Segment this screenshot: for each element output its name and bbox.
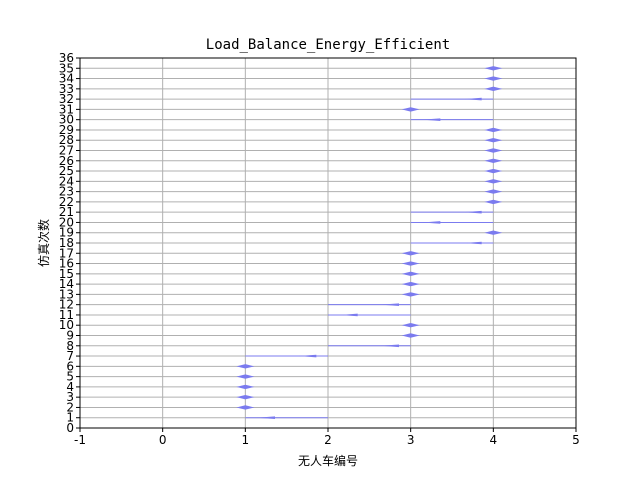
data-point-marker (484, 148, 503, 153)
y-tick-label: 3 (66, 390, 74, 404)
y-tick-label: 28 (59, 133, 74, 147)
data-point-marker (484, 189, 503, 194)
y-tick-label: 18 (59, 236, 74, 250)
y-tick-label: 36 (59, 51, 74, 65)
transition-marker (298, 354, 317, 358)
y-tick-label: 32 (59, 92, 74, 106)
y-tick-label: 26 (59, 154, 74, 168)
data-point-marker (401, 281, 420, 287)
y-tick-label: 27 (59, 144, 74, 158)
data-point-marker (484, 199, 503, 205)
y-tick-label: 22 (59, 195, 74, 209)
transition-marker (381, 344, 399, 348)
data-point-marker (484, 179, 503, 184)
y-tick-label: 10 (59, 318, 74, 332)
y-tick-label: 17 (59, 246, 74, 260)
y-tick-label: 5 (66, 370, 74, 384)
grid-layer (79, 57, 577, 429)
transition-marker (257, 416, 275, 420)
transition-marker (463, 97, 482, 101)
x-tick-label: 5 (572, 433, 580, 447)
y-tick-label: 30 (59, 113, 74, 127)
x-axis-label: 无人车编号 (298, 453, 358, 468)
y-tick-label: 6 (66, 359, 74, 373)
data-point-marker (236, 384, 255, 390)
y-tick-label: 31 (59, 102, 74, 116)
chart-title: Load_Balance_Energy_Efficient (206, 37, 450, 53)
y-tick-label: 9 (66, 329, 74, 343)
transition-marker (339, 313, 358, 317)
data-point-marker (401, 292, 420, 297)
transition-marker (422, 118, 441, 121)
y-tick-label: 33 (59, 82, 74, 96)
y-tick-label: 14 (59, 277, 74, 291)
x-tick-label: 0 (159, 433, 167, 447)
data-point-marker (401, 251, 420, 256)
data-point-marker (401, 107, 420, 112)
transition-marker (463, 210, 482, 214)
data-point-marker (484, 127, 503, 133)
data-point-marker (401, 323, 420, 328)
data-point-marker (484, 138, 503, 143)
y-tick-label: 23 (59, 185, 74, 199)
y-tick-label: 21 (59, 205, 74, 219)
data-point-marker (401, 333, 420, 338)
x-tick-label: 3 (407, 433, 415, 447)
y-tick-label: 29 (59, 123, 74, 137)
y-tick-label: 1 (66, 411, 74, 425)
y-tick-label: 0 (66, 421, 74, 435)
data-point-marker (401, 261, 420, 266)
data-point-marker (484, 76, 503, 81)
y-tick-label: 35 (59, 61, 74, 75)
y-tick-label: 20 (59, 215, 74, 229)
y-tick-label: 24 (59, 174, 74, 188)
transition-marker (463, 241, 482, 245)
y-tick-label: 25 (59, 164, 74, 178)
data-point-marker (236, 405, 255, 410)
transition-marker (422, 221, 441, 224)
transition-marker (381, 303, 399, 306)
data-point-marker (484, 66, 503, 71)
y-tick-label: 34 (59, 72, 74, 86)
data-point-marker (236, 364, 255, 369)
data-point-marker (236, 374, 255, 379)
x-tick-label: 4 (490, 433, 498, 447)
y-axis-label: 仿真次数 (36, 219, 51, 267)
marks-layer (236, 66, 503, 420)
y-tick-label: 7 (66, 349, 74, 363)
y-tick-label: 4 (66, 380, 74, 394)
y-tick-label: 13 (59, 287, 74, 301)
y-tick-label: 15 (59, 267, 74, 281)
data-point-marker (401, 271, 420, 277)
data-point-marker (484, 158, 503, 163)
y-tick-label: 8 (66, 339, 74, 353)
x-tick-label: 1 (242, 433, 250, 447)
data-point-marker (236, 394, 255, 400)
data-point-marker (484, 230, 503, 235)
x-tick-label: 2 (324, 433, 332, 447)
y-tick-label: 11 (59, 308, 74, 322)
y-tick-label: 12 (59, 298, 74, 312)
data-point-marker (484, 168, 503, 174)
ticks-layer: -1 0 1 2 3 4 501234567891011121314151617181920… (59, 51, 580, 447)
x-tick-label: -1 (74, 433, 86, 447)
y-tick-label: 16 (59, 257, 74, 271)
data-point-marker (484, 86, 503, 92)
y-tick-label: 19 (59, 226, 74, 240)
y-tick-label: 2 (66, 400, 74, 414)
